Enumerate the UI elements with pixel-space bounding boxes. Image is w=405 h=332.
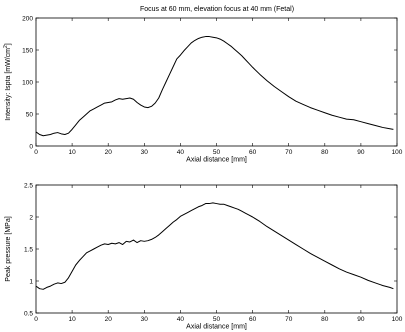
intensity-y-tick-label: 150 [22, 47, 33, 54]
pressure-x-tick-label: 0 [34, 316, 38, 323]
pressure-x-tick-label: 100 [392, 316, 403, 323]
intensity-y-tick-label: 50 [26, 111, 34, 118]
pressure-x-tick-label: 70 [285, 316, 293, 323]
intensity-plot: 0 10 20 30 40 50 60 70 80 90 100 0 50 100 150 200 Axial … [3, 15, 403, 163]
intensity-y-axis-label: Intensity: Ispta [mW/cm2] [3, 43, 12, 121]
pressure-x-tick-label: 40 [177, 316, 185, 323]
pressure-x-tick-label: 90 [357, 316, 365, 323]
pressure-y-tick-label: 1 [29, 278, 33, 285]
figure-title: Focus at 60 mm, elevation focus at 40 mm… [140, 6, 294, 13]
intensity-x-tick-label: 80 [321, 149, 329, 156]
intensity-x-tick-label: 100 [392, 149, 403, 156]
pressure-series-line [35, 202, 394, 290]
intensity-x-tick-label: 0 [34, 149, 38, 156]
intensity-x-tick-label: 60 [249, 149, 257, 156]
pressure-x-tick-label: 50 [213, 316, 221, 323]
intensity-x-tick-label: 20 [105, 149, 113, 156]
pressure-x-tick-label: 60 [249, 316, 257, 323]
pressure-y-axis-label: Peak pressure [MPa] [5, 216, 12, 281]
pressure-y-tick-label: 2.5 [24, 182, 33, 189]
pressure-y-tick-label: 0.5 [24, 310, 33, 317]
intensity-y-tick-label: 0 [29, 143, 33, 150]
intensity-x-tick-label: 30 [141, 149, 149, 156]
pressure-y-tick-label: 1.5 [24, 246, 33, 253]
pressure-x-tick-label: 10 [68, 316, 76, 323]
intensity-series-line [35, 36, 394, 137]
intensity-x-tick-label: 10 [68, 149, 76, 156]
pressure-x-tick-label: 80 [321, 316, 329, 323]
pressure-x-tick-label: 20 [105, 316, 113, 323]
intensity-x-axis-label: Axial distance [mm] [186, 157, 247, 164]
pressure-y-tick-label: 2 [29, 214, 33, 221]
intensity-x-tick-label: 40 [177, 149, 185, 156]
intensity-x-tick-label: 90 [357, 149, 365, 156]
intensity-x-tick-label: 70 [285, 149, 293, 156]
pressure-plot: 0 10 20 30 40 50 60 70 80 90 100 0.5 1 1.5 2 2.5 Axial d… [5, 182, 403, 330]
intensity-y-tick-label: 200 [22, 15, 33, 22]
intensity-y-tick-label: 100 [22, 79, 33, 86]
pressure-x-tick-label: 30 [141, 316, 149, 323]
pressure-x-axis-label: Axial distance [mm] [186, 324, 247, 331]
intensity-x-tick-label: 50 [213, 149, 221, 156]
